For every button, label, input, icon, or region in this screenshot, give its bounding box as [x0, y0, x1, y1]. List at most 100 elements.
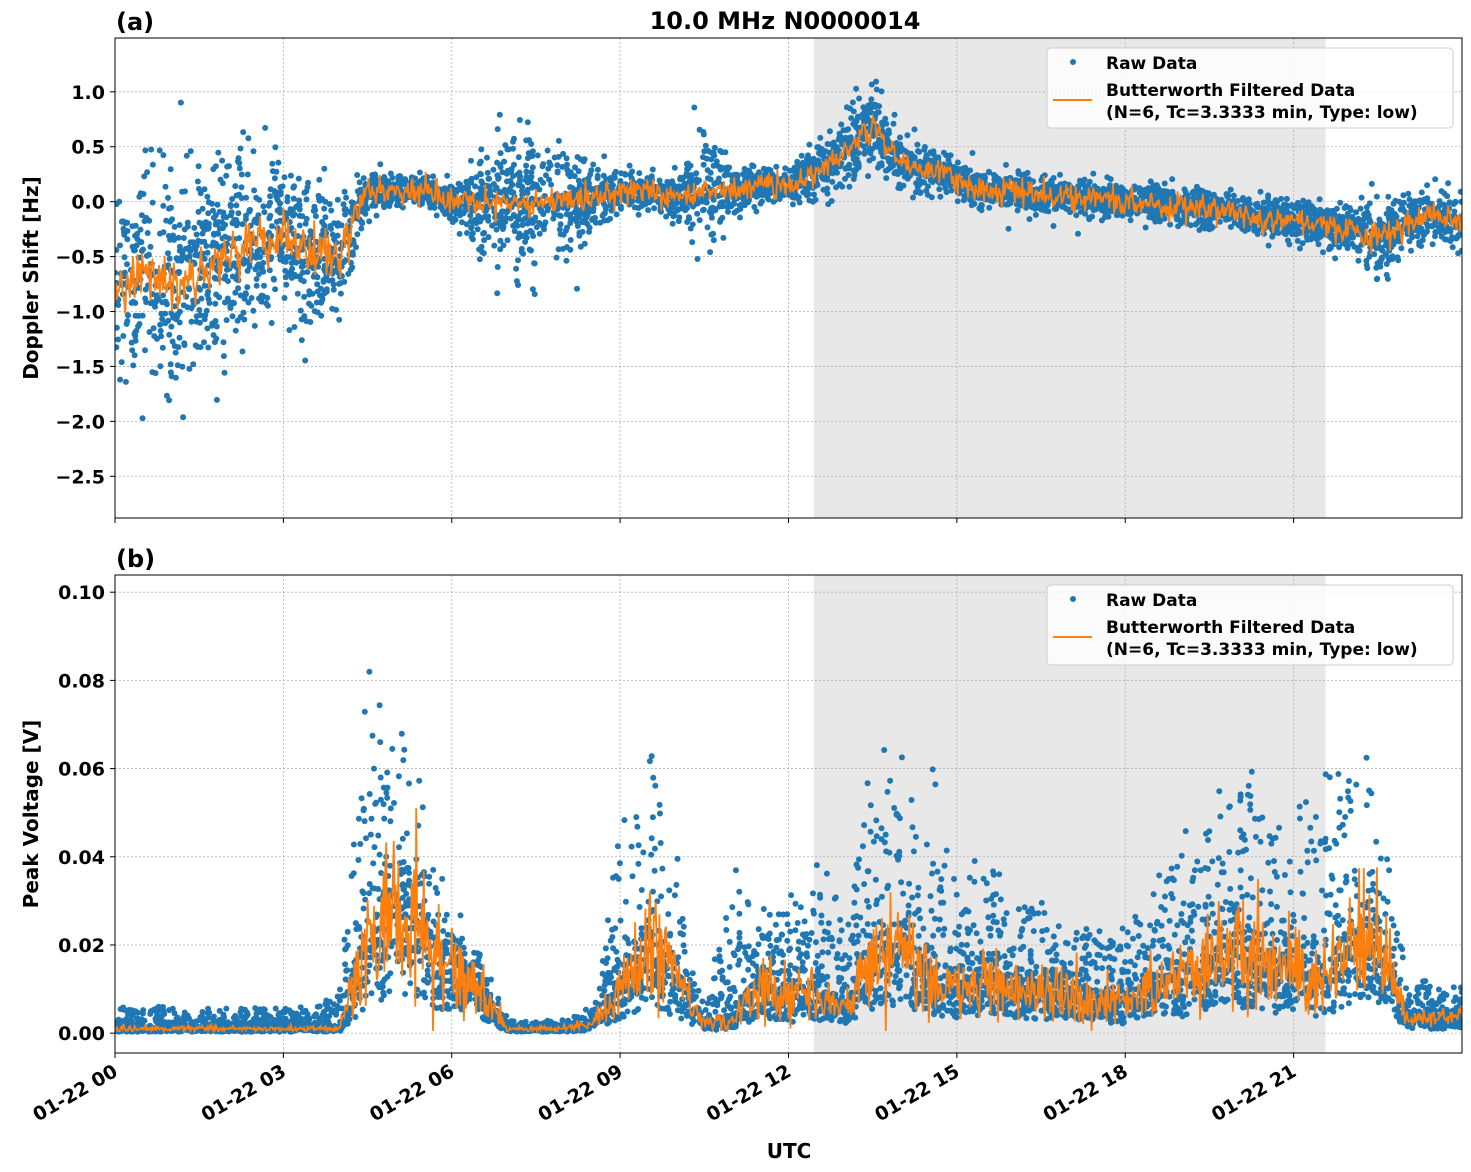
raw-data-point	[519, 217, 526, 224]
raw-data-point	[773, 163, 780, 170]
raw-data-point	[354, 231, 361, 238]
raw-data-point	[1411, 198, 1418, 205]
raw-data-point	[1307, 204, 1314, 211]
raw-data-point	[848, 115, 855, 122]
raw-data-point	[166, 331, 173, 338]
raw-data-point	[925, 183, 931, 190]
raw-data-point	[117, 242, 123, 249]
raw-data-point	[237, 145, 244, 152]
raw-data-point	[204, 193, 211, 200]
raw-data-point	[520, 233, 527, 239]
raw-data-point	[225, 235, 232, 242]
raw-data-point	[1118, 184, 1125, 191]
raw-data-point	[1104, 208, 1111, 215]
raw-data-point	[130, 298, 137, 305]
raw-data-point	[524, 119, 531, 126]
raw-data-point	[885, 166, 891, 173]
raw-data-point	[117, 376, 124, 383]
raw-data-point	[219, 180, 226, 187]
raw-data-point	[589, 216, 596, 223]
raw-data-point	[212, 318, 219, 324]
raw-data-point	[151, 333, 158, 340]
raw-data-point	[851, 172, 858, 179]
raw-data-point	[1230, 192, 1237, 199]
raw-data-point	[195, 237, 202, 244]
raw-data-point	[171, 343, 178, 349]
raw-data-point	[486, 175, 493, 182]
raw-data-point	[536, 186, 543, 193]
raw-data-point	[1343, 203, 1349, 210]
raw-data-point	[329, 231, 336, 238]
raw-data-point	[710, 149, 717, 156]
raw-data-point	[146, 329, 153, 335]
raw-data-point	[1272, 197, 1279, 204]
raw-data-point	[517, 173, 524, 180]
raw-data-point	[335, 220, 342, 227]
raw-data-point	[167, 166, 174, 173]
raw-data-point	[137, 226, 144, 233]
raw-data-point	[855, 162, 862, 169]
raw-data-point	[673, 206, 680, 213]
raw-data-point	[555, 137, 562, 144]
raw-data-point	[689, 221, 696, 228]
raw-data-point	[144, 230, 151, 236]
raw-data-point	[874, 109, 881, 116]
raw-data-point	[270, 275, 277, 282]
raw-data-point	[165, 194, 171, 201]
raw-data-point	[134, 236, 141, 242]
raw-data-point	[1394, 254, 1401, 261]
raw-data-point	[197, 344, 204, 351]
raw-data-point	[1385, 214, 1392, 221]
raw-data-point	[1435, 223, 1442, 230]
raw-data-point	[904, 132, 911, 139]
raw-data-point	[504, 146, 511, 153]
raw-data-point	[575, 177, 582, 184]
raw-data-point	[1378, 246, 1385, 253]
raw-data-point	[141, 173, 148, 180]
raw-data-point	[254, 263, 261, 270]
raw-data-point	[855, 113, 861, 120]
raw-data-point	[1396, 198, 1403, 205]
raw-data-point	[929, 179, 936, 185]
raw-data-point	[737, 214, 743, 221]
raw-data-point	[856, 95, 863, 102]
raw-data-point	[239, 221, 246, 228]
raw-data-point	[211, 339, 218, 346]
raw-data-point	[686, 215, 693, 222]
raw-data-point	[377, 161, 384, 168]
raw-data-point	[1216, 218, 1223, 225]
raw-data-point	[1337, 199, 1344, 206]
raw-data-point	[262, 124, 269, 131]
raw-data-point	[600, 172, 607, 179]
raw-data-point	[250, 148, 257, 155]
raw-data-point	[334, 232, 341, 239]
raw-data-point	[1446, 199, 1453, 206]
raw-data-point	[865, 173, 872, 180]
raw-data-point	[1169, 176, 1176, 183]
raw-data-point	[464, 183, 471, 190]
raw-data-point	[260, 203, 267, 210]
raw-data-point	[954, 198, 961, 205]
raw-data-point	[213, 396, 220, 403]
raw-data-point	[241, 316, 248, 323]
raw-data-point	[1032, 211, 1039, 218]
raw-data-point	[140, 191, 147, 197]
raw-data-point	[160, 292, 167, 299]
raw-data-point	[1227, 186, 1234, 193]
raw-data-point	[707, 249, 714, 256]
raw-data-point	[281, 174, 288, 181]
raw-data-point	[943, 189, 950, 196]
raw-data-point	[197, 190, 204, 197]
raw-data-point	[576, 232, 583, 239]
raw-data-point	[486, 184, 493, 191]
raw-data-point	[645, 207, 652, 214]
raw-data-point	[967, 197, 974, 204]
raw-data-point	[923, 187, 930, 194]
raw-data-point	[885, 127, 892, 134]
raw-data-point	[485, 217, 492, 224]
raw-data-point	[669, 180, 676, 187]
raw-data-point	[525, 150, 532, 157]
raw-data-point	[571, 173, 578, 180]
raw-data-point	[564, 224, 571, 231]
raw-data-point	[148, 146, 155, 153]
